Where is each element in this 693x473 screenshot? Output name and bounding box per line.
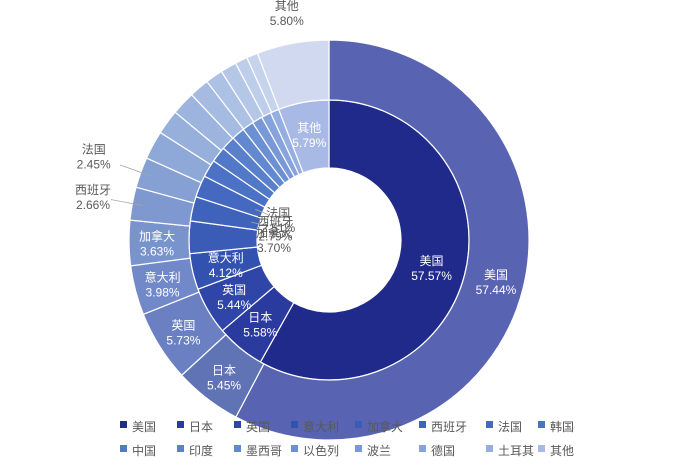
legend-row: 中国 印度 墨西哥 以色列 波兰 德国 土耳其 其他 [0,440,693,460]
outer-data-label-value: 2.45% [77,158,111,172]
inner-data-label-category: 加拿大 [256,225,292,240]
legend-swatch [486,421,493,428]
legend-label: 加拿大 [367,420,404,434]
legend-label: 印度 [189,444,214,458]
outer-ring [128,39,530,441]
outer-data-label-value: 3.63% [140,245,174,259]
inner-data-label-value: 57.57% [411,269,452,283]
legend-swatch [120,445,127,452]
legend-swatch [355,445,362,452]
outer-data-label: 英国 5.73% [166,319,200,348]
legend-swatch [538,445,545,452]
outer-data-label-category: 意大利 [145,269,181,284]
inner-data-label-value: 2.51% [261,221,295,235]
outer-data-label-value: 5.80% [270,14,304,28]
inner-data-label: 加拿大 3.70% [256,225,292,255]
legend-swatch [486,445,493,452]
outer-data-label-value: 2.66% [76,198,110,212]
legend-swatch [291,421,298,428]
legend-label: 中国 [132,444,157,458]
outer-data-label-value: 5.45% [207,378,241,392]
outer-data-label: 日本 5.45% [207,363,241,392]
inner-leader-line [250,221,265,226]
outer-data-label: 加拿大 3.63% [139,229,175,259]
outer-data-label-category: 日本 [212,363,236,377]
inner-data-label: 法国 2.51% [261,206,295,235]
outer-data-label-value: 5.73% [166,334,200,348]
legend-label: 美国 [132,420,157,434]
outer-data-label-value: 57.44% [476,283,517,297]
outer-data-label: 法国 2.45% [77,143,111,172]
legend-label: 韩国 [550,420,575,434]
legend-row: 美国 日本 英国 意大利 加拿大 西班牙 法国 韩国 [0,416,693,436]
inner-data-label-value: 5.58% [243,325,277,339]
outer-leader-line [110,199,143,206]
outer-data-label: 其他 5.80% [270,0,304,28]
inner-data-label-value: 3.70% [257,241,291,255]
inner-data-label-category: 意大利 [208,250,244,265]
outer-data-label-category: 西班牙 [75,183,111,197]
legend-swatch [291,445,298,452]
inner-data-label-value: 2.79% [258,230,292,244]
inner-data-label: 英国 5.44% [217,283,251,312]
inner-data-label-category: 西班牙 [257,215,293,229]
legend-swatch [538,421,545,428]
legend-label: 其他 [550,444,575,458]
inner-data-label-category: 美国 [420,254,444,268]
outer-data-label-category: 其他 [275,0,299,13]
inner-data-label: 其他 5.79% [292,121,326,150]
inner-data-label: 美国 57.57% [411,254,452,283]
inner-data-label: 日本 5.58% [243,310,277,339]
inner-data-label-value: 4.12% [209,266,243,280]
legend-swatch [234,445,241,452]
legend-label: 德国 [431,444,456,458]
inner-data-label-category: 英国 [222,283,246,297]
legend-swatch [419,421,426,428]
legend-label: 英国 [246,420,271,434]
outer-data-label: 美国 57.44% [476,268,517,297]
outer-leader-line [119,164,151,177]
legend-label: 法国 [498,420,523,434]
outer-data-label-category: 法国 [82,143,106,157]
inner-leader-line [254,208,269,216]
outer-data-label: 西班牙 2.66% [75,183,111,212]
legend-label: 墨西哥 [246,444,283,458]
legend-swatch [177,445,184,452]
legend-swatch [355,421,362,428]
legend-label: 日本 [189,420,214,434]
inner-data-label: 意大利 4.12% [208,250,244,280]
outer-slice-0 [235,39,530,441]
inner-data-label-category: 日本 [248,310,272,324]
outer-slice-15 [256,39,330,111]
inner-data-label-category: 法国 [266,206,290,220]
outer-data-label: 意大利 3.98% [145,269,181,299]
legend-label: 西班牙 [431,420,468,434]
inner-data-label-value: 5.44% [217,298,251,312]
inner-data-label: 西班牙 2.79% [257,215,293,244]
outer-data-label-value: 3.98% [146,285,180,299]
legend-label: 土耳其 [498,444,535,458]
legend-label: 意大利 [303,420,340,434]
inner-data-label-value: 5.79% [292,136,326,150]
legend-label: 以色列 [303,444,340,458]
outer-data-label-category: 加拿大 [139,229,175,244]
inner-ring [188,99,470,381]
legend-swatch [177,421,184,428]
inner-data-label-category: 其他 [297,121,321,135]
data-labels: 美国 57.57%日本 5.58%英国 5.44%意大利 4.12%加拿大 3.70%西班… [75,0,517,392]
label-leader-lines [110,164,269,226]
outer-data-label-category: 英国 [171,319,195,333]
legend-swatch [120,421,127,428]
legend-swatch [234,421,241,428]
legend-swatch [419,445,426,452]
outer-data-label-category: 美国 [484,268,508,282]
legend-label: 波兰 [367,444,392,458]
